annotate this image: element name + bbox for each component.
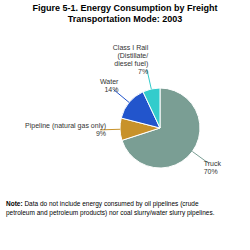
svg-text:Water14%: Water14% xyxy=(100,78,119,93)
html-text:Note: Data do not include ener: Note: Data do not include energy consume… xyxy=(6,200,215,216)
svg-text:Truck70%: Truck70% xyxy=(204,160,222,175)
svg-text:Pipeline (natural gas only)9%: Pipeline (natural gas only)9% xyxy=(25,122,106,137)
html-text:Figure 5-1. Energy Consumption: Figure 5-1. Energy Consumption by Freigh… xyxy=(32,3,218,24)
svg-text:Class I Rail(Distillate/diesel: Class I Rail(Distillate/diesel fuel)7% xyxy=(113,44,149,75)
